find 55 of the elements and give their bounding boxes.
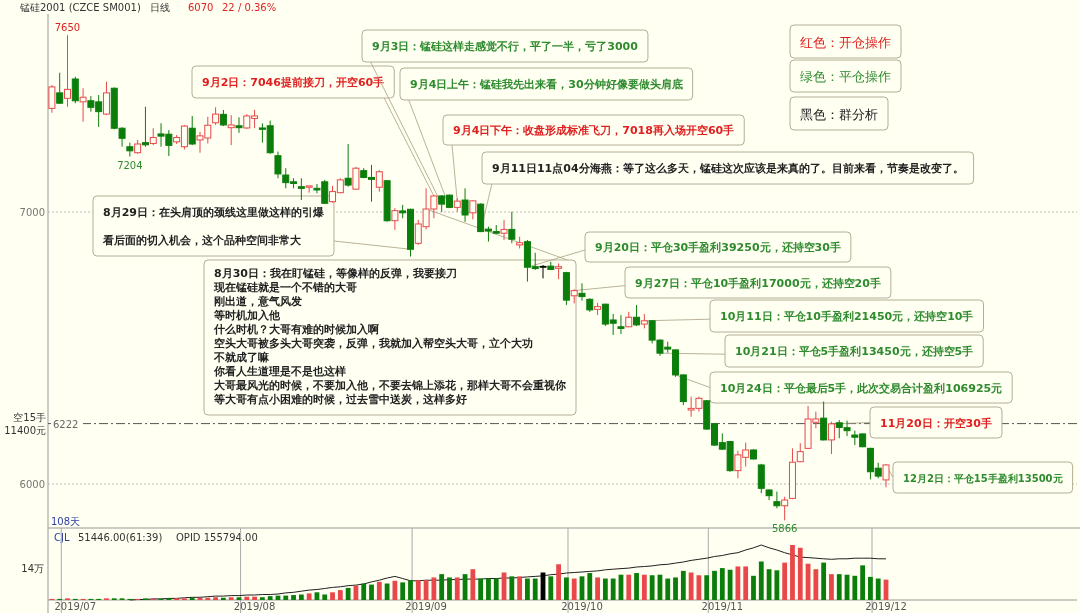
text: CJL xyxy=(54,532,70,543)
annotation: 等时机加入他 xyxy=(213,309,281,322)
annotation: 11月20日：开空30手 xyxy=(880,417,992,430)
annotation: 空头大哥被多头大哥突袭，反弹，我就加入帮空头大哥，立个大功 xyxy=(214,337,533,350)
annotation: 你看人生道理是不是也这样 xyxy=(213,365,346,378)
annotation: 大哥最风光的时候，不要加入他，不要去锦上添花，那样大哥不会重视你 xyxy=(214,379,567,392)
text: 14万 xyxy=(21,563,44,574)
annotation: 9月11日11点04分海燕：等了这么多天，锰硅这次应该是来真的了。目前来看，节奏是改变了。 xyxy=(492,162,964,175)
text: 日线 xyxy=(150,2,170,13)
y-tick-label: 7000 xyxy=(19,207,45,218)
callout: 黑色：群分析 xyxy=(789,96,889,131)
text: OPID 155794.00 xyxy=(176,532,258,543)
annotation: 7650 xyxy=(54,22,81,34)
annotation: 9月3日：锰硅这样走感觉不行，平了一半，亏了3000 xyxy=(372,40,639,53)
annotation: 黑色：群分析 xyxy=(800,107,878,122)
text: 空15手 xyxy=(13,412,46,423)
annotation: 9月4日上午：锰硅我先出来看，30分钟好像要做头肩底 xyxy=(410,78,683,91)
annotation: 绿色：平仓操作 xyxy=(800,69,891,84)
annotation: 7204 xyxy=(117,159,143,171)
annotation: 什么时机？大哥有难的时候加入啊 xyxy=(213,323,379,336)
annotation: 9月27日：平仓10手盈利17000元，还持空20手 xyxy=(635,277,881,290)
annotation: 8月29日：在头肩顶的颈线这里做这样的引爆 xyxy=(103,206,325,219)
annotation: 10月24日：平仓最后5手，此次交易合计盈利106925元 xyxy=(720,382,1003,395)
annotation: 8月30日：我在盯锰硅，等像样的反弹，我要接刀 xyxy=(214,267,457,280)
callout: 10月24日：平仓最后5手，此次交易合计盈利106925元 xyxy=(675,371,1013,404)
annotation: 108天 xyxy=(51,516,81,527)
text: 6070 xyxy=(188,2,214,13)
text: 2019/07 xyxy=(54,601,97,612)
callout: 绿色：平仓操作 xyxy=(789,59,902,93)
annotation: 10月21日：平仓5手盈利13450元，还持空5手 xyxy=(735,345,974,358)
annotation: 等大哥有点小困难的时候，过去雪中送炭，这样多好 xyxy=(213,393,467,406)
ref-line-label: 6222 xyxy=(53,418,79,430)
text: 2019/11 xyxy=(701,601,744,612)
text: 11400元 xyxy=(4,425,46,436)
chart-title: 锰硅2001 (CZCE SM001) xyxy=(19,2,141,13)
annotation: 不就成了嘛 xyxy=(213,351,270,364)
annotation: 10月11日：平仓10手盈利21450元，还持空10手 xyxy=(720,310,974,323)
text: 2019/12 xyxy=(865,601,907,612)
annotation: 刚出道，意气风发 xyxy=(214,295,302,308)
annotation: 红色：开仓操作 xyxy=(800,35,891,50)
text: 2019/09 xyxy=(405,601,447,612)
text: 2019/10 xyxy=(561,601,603,612)
annotation: 9月2日：7046提前接刀，开空60手 xyxy=(202,76,385,89)
annotation: 现在锰硅就是一个不错的大哥 xyxy=(213,281,357,294)
callout: 9月11日11点04分海燕：等了这么多天，锰硅这次应该是来真的了。目前来看，节奏是改变了。 xyxy=(480,151,975,232)
y-tick-label: 6000 xyxy=(19,478,45,490)
annotation: 9月20日：平仓30手盈利39250元，还持空30手 xyxy=(595,241,841,254)
text: 2019/08 xyxy=(233,601,276,612)
annotation: 12月2日：平仓15手盈利13500元 xyxy=(903,473,1063,484)
text: 22 / 0.36% xyxy=(222,2,277,13)
annotation: 5866 xyxy=(771,523,798,535)
annotation: 看后面的切入机会，这个品种空间非常大 xyxy=(102,234,302,247)
callout: 红色：开仓操作 xyxy=(789,24,902,59)
text: 51446.00(61:39) xyxy=(78,532,163,543)
annotation: 9月4日下午：收盘形成标准飞刀，7018再入场开空60手 xyxy=(453,124,735,137)
